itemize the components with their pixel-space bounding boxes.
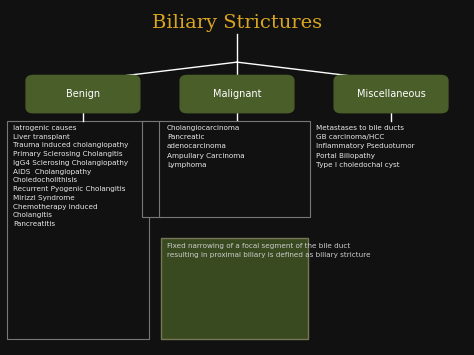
Text: Iatrogenic causes
Liver transplant
Trauma induced cholangiopathy
Primary Scleros: Iatrogenic causes Liver transplant Traum… bbox=[13, 125, 128, 227]
Text: Metastases to bile ducts
GB carcinoma/HCC
Inflammatory Pseduotumor
Portal Biliop: Metastases to bile ducts GB carcinoma/HC… bbox=[316, 125, 415, 168]
Text: Miscellaneous: Miscellaneous bbox=[356, 89, 426, 99]
Text: Cholangiocarcinoma
Pancreatic
adenocarcinoma
Ampullary Carcinoma
Lymphoma: Cholangiocarcinoma Pancreatic adenocarci… bbox=[167, 125, 245, 168]
FancyBboxPatch shape bbox=[142, 121, 161, 217]
FancyBboxPatch shape bbox=[26, 75, 140, 113]
Text: Biliary Strictures: Biliary Strictures bbox=[152, 14, 322, 32]
Text: Fixed narrowing of a focal segment of the bile duct
resulting in proximal biliar: Fixed narrowing of a focal segment of th… bbox=[167, 243, 371, 258]
Text: Benign: Benign bbox=[66, 89, 100, 99]
FancyBboxPatch shape bbox=[7, 121, 149, 339]
FancyBboxPatch shape bbox=[159, 121, 310, 217]
FancyBboxPatch shape bbox=[334, 75, 448, 113]
FancyBboxPatch shape bbox=[161, 238, 308, 339]
FancyBboxPatch shape bbox=[180, 75, 294, 113]
Text: Malignant: Malignant bbox=[213, 89, 261, 99]
